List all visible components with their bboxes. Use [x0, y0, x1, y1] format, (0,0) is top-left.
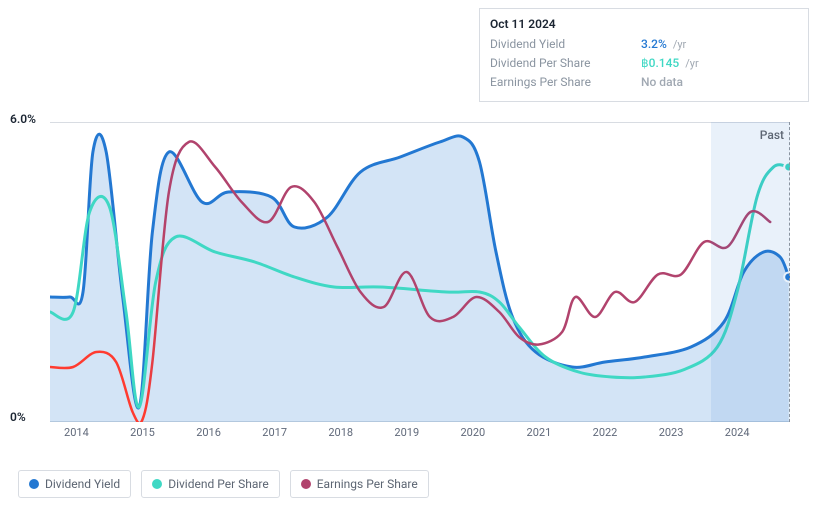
- info-row-dividend-per-share: Dividend Per Share ฿0.145 /yr: [490, 54, 798, 73]
- info-unit: /yr: [673, 36, 686, 54]
- legend-dot: [29, 479, 39, 489]
- plot-area[interactable]: Past: [50, 122, 790, 422]
- x-tick: 2017: [262, 426, 287, 439]
- x-tick: 2014: [64, 426, 89, 439]
- legend-label: Earnings Per Share: [317, 477, 418, 491]
- info-box: Oct 11 2024 Dividend Yield 3.2% /yr Divi…: [479, 8, 809, 102]
- x-axis-ticks: 2014 2015 2016 2017 2018 2019 2020 2021 2022 2023…: [50, 426, 790, 442]
- x-tick: 2015: [130, 426, 155, 439]
- info-value: ฿0.145: [641, 54, 679, 73]
- info-value: No data: [641, 73, 683, 92]
- legend-item-earnings-per-share[interactable]: Earnings Per Share: [290, 470, 429, 498]
- info-row-dividend-yield: Dividend Yield 3.2% /yr: [490, 35, 798, 54]
- legend-label: Dividend Yield: [45, 477, 120, 491]
- legend-dot: [152, 479, 162, 489]
- x-tick: 2018: [328, 426, 353, 439]
- x-tick: 2022: [593, 426, 618, 439]
- x-tick: 2021: [527, 426, 552, 439]
- x-tick: 2019: [394, 426, 419, 439]
- x-tick: 2023: [659, 426, 684, 439]
- info-unit: /yr: [685, 55, 698, 73]
- past-band: Past: [711, 122, 790, 422]
- x-tick: 2020: [460, 426, 485, 439]
- y-tick-min: 0%: [10, 410, 26, 424]
- info-value: 3.2%: [641, 35, 667, 54]
- legend-dot: [301, 479, 311, 489]
- cursor-line: [789, 122, 790, 422]
- info-row-earnings-per-share: Earnings Per Share No data: [490, 73, 798, 92]
- past-label: Past: [760, 128, 784, 142]
- legend-label: Dividend Per Share: [168, 477, 269, 491]
- info-label: Dividend Per Share: [490, 54, 635, 73]
- x-tick: 2024: [725, 426, 750, 439]
- legend: Dividend Yield Dividend Per Share Earnin…: [18, 470, 429, 498]
- info-label: Earnings Per Share: [490, 73, 635, 92]
- y-tick-max: 6.0%: [10, 112, 36, 126]
- legend-item-dividend-per-share[interactable]: Dividend Per Share: [141, 470, 280, 498]
- info-box-title: Oct 11 2024: [490, 17, 798, 31]
- x-tick: 2016: [196, 426, 221, 439]
- info-label: Dividend Yield: [490, 35, 635, 54]
- chart: 6.0% 0% Past 2014 2015 2016 2017 2018 2019 202…: [10, 110, 800, 440]
- chart-svg: [50, 122, 790, 422]
- legend-item-dividend-yield[interactable]: Dividend Yield: [18, 470, 131, 498]
